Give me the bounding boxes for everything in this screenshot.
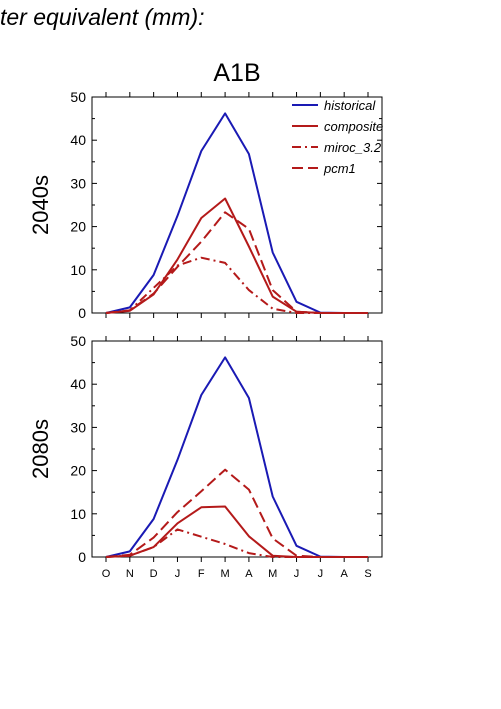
y-tick-label: 50 xyxy=(70,89,86,105)
y-tick-label: 30 xyxy=(70,175,86,191)
y-tick-label: 20 xyxy=(70,463,86,479)
series-line-composite xyxy=(105,197,368,314)
header-text: ter equivalent (mm): xyxy=(0,4,205,30)
panels: 0 10 20 30 40 50 2040s historical composite miroc… xyxy=(28,89,383,580)
x-tick-label: O xyxy=(102,568,111,580)
y-tick-label: 20 xyxy=(70,219,86,235)
panel-label-2040s: 2040s xyxy=(28,175,53,235)
legend-label-composite: composite xyxy=(324,119,383,134)
chart-title: A1B xyxy=(213,59,260,87)
legend-label-miroc: miroc_3.2 xyxy=(324,140,382,155)
y-tick-label: 40 xyxy=(70,132,86,148)
y-tick-label: 10 xyxy=(70,506,86,522)
series-line-pcm1 xyxy=(105,211,368,314)
legend-label-historical: historical xyxy=(324,98,376,113)
y-tick-label: 40 xyxy=(70,376,86,392)
y-tick-label: 0 xyxy=(78,549,86,565)
y-tick-label: 0 xyxy=(78,305,86,321)
y-tick-label: 30 xyxy=(70,419,86,435)
series-line-miroc-3-2 xyxy=(105,256,368,314)
x-tick-label: S xyxy=(364,568,371,580)
x-tick-label: D xyxy=(150,568,158,580)
y-tick-label: 10 xyxy=(70,262,86,278)
x-tick-label: M xyxy=(221,568,230,580)
series-line-miroc-3-2 xyxy=(105,528,368,558)
x-tick-label: F xyxy=(198,568,205,580)
x-tick-label: J xyxy=(175,568,181,580)
x-tick-label: M xyxy=(268,568,277,580)
plot-frame xyxy=(91,340,383,558)
x-tick-label: A xyxy=(245,568,253,580)
y-tick-label: 50 xyxy=(70,333,86,349)
panel-label-2080s: 2080s xyxy=(28,419,53,479)
legend: historical composite miroc_3.2 pcm1 xyxy=(292,98,383,176)
panel-2080s: 0 10 20 30 40 50 O N D J F M A M J J A S 2080s xyxy=(28,333,383,580)
x-tick-label: J xyxy=(318,568,324,580)
series-line-historical xyxy=(105,356,368,558)
panel-2040s: 0 10 20 30 40 50 2040s historical composite miroc… xyxy=(28,89,383,321)
legend-label-pcm1: pcm1 xyxy=(323,161,356,176)
series-line-pcm1 xyxy=(105,468,368,558)
x-tick-label: A xyxy=(341,568,349,580)
x-tick-label: N xyxy=(126,568,134,580)
x-tick-label: J xyxy=(294,568,300,580)
